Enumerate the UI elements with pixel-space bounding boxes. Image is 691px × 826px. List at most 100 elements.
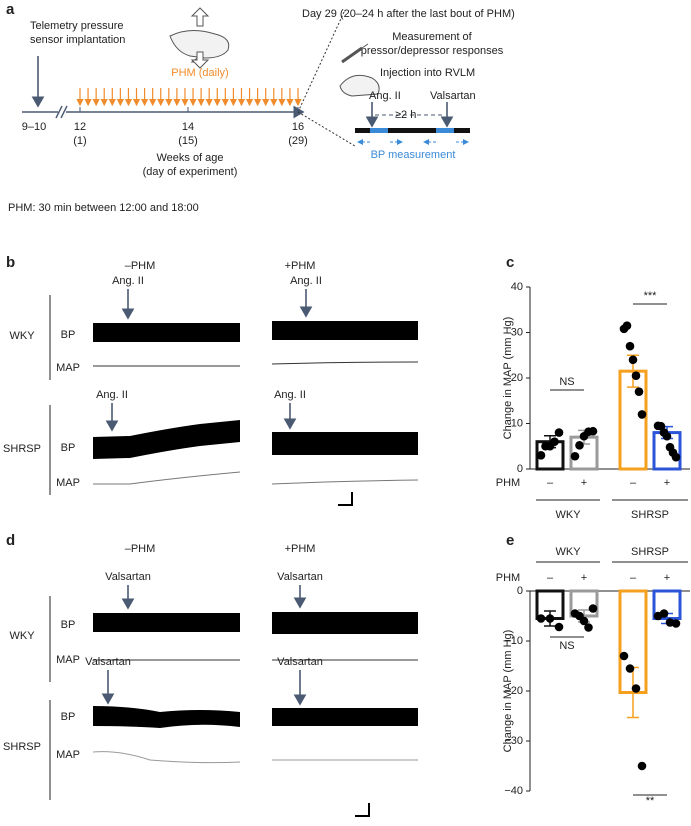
- condition-label: –PHM: [125, 543, 156, 555]
- map-trace: [93, 361, 419, 367]
- trace-label: BP: [61, 711, 76, 723]
- bp-trace: [93, 321, 418, 342]
- drug-label: Valsartan: [105, 571, 151, 583]
- shape: [190, 51, 210, 69]
- trace-label: MAP: [56, 477, 80, 489]
- sig-label: NS: [559, 640, 574, 652]
- group-label: WKY: [555, 509, 581, 521]
- sig-label: ***: [644, 290, 658, 302]
- day29-text: Day 29 (20–24 h after the last bout of P…: [302, 8, 515, 20]
- drug-label: Ang. II: [369, 90, 401, 102]
- bp-trace: [93, 420, 418, 459]
- phm-arrows: [76, 88, 302, 107]
- week-label: 16: [292, 121, 304, 133]
- panel-label: e: [506, 532, 514, 549]
- bp-trace: [93, 612, 418, 634]
- data-point: [550, 437, 559, 447]
- sig-label: **: [646, 795, 655, 807]
- data-point: [622, 321, 632, 330]
- condition-label: +PHM: [285, 260, 316, 272]
- y-tick-label: 20: [511, 372, 523, 384]
- shape: [341, 46, 363, 64]
- data-point: [575, 441, 584, 450]
- interval-text: ≥2 h: [395, 109, 416, 121]
- y-axis-label: Change in MAP (mm Hg): [502, 630, 514, 753]
- bp-segment: [370, 128, 388, 133]
- y-tick-label: 40: [511, 281, 523, 293]
- y-tick-label: −20: [504, 685, 523, 697]
- week-label: 9–10: [22, 121, 46, 133]
- injection-text: Injection into RVLM: [380, 67, 475, 79]
- panel-label: b: [6, 254, 15, 271]
- zoom-lines: [297, 9, 356, 147]
- strain-label: WKY: [9, 630, 35, 642]
- bp-segment: [436, 128, 454, 133]
- shape: [190, 7, 210, 27]
- week-label: 14: [182, 121, 194, 133]
- condition-label: +PHM: [285, 543, 316, 555]
- y-tick-label: −10: [504, 635, 523, 647]
- data-point: [536, 614, 546, 623]
- data-point: [625, 341, 635, 351]
- strain-label: SHRSP: [3, 741, 41, 753]
- x-axis-label: Weeks of age: [156, 152, 223, 164]
- data-point: [588, 604, 598, 613]
- bp-trace: [93, 706, 418, 728]
- drug-label: Valsartan: [85, 656, 131, 668]
- category-label: –: [547, 477, 554, 489]
- map-trace: [92, 751, 418, 764]
- data-point: [579, 616, 589, 626]
- shape: [169, 30, 230, 59]
- data-point: [634, 387, 644, 396]
- y-axis-label: Change in MAP (mm Hg): [502, 317, 514, 440]
- data-point: [671, 619, 681, 628]
- x-axis-label: (day of experiment): [143, 166, 238, 178]
- drug-label: Valsartan: [277, 571, 323, 583]
- row-label: PHM: [496, 477, 520, 489]
- data-point: [554, 428, 564, 437]
- group-label: WKY: [555, 546, 581, 558]
- drug-label: Valsartan: [430, 90, 476, 102]
- panel-label: c: [506, 254, 514, 271]
- data-point: [619, 651, 629, 661]
- condition-label: –PHM: [125, 260, 156, 272]
- shape: [339, 74, 380, 97]
- phm-daily: PHM (daily): [171, 67, 228, 79]
- panel-label: a: [6, 1, 15, 18]
- scale-bar: [338, 492, 353, 506]
- category-label: +: [664, 477, 670, 489]
- y-tick-label: 0: [517, 585, 523, 597]
- category-label: –: [630, 477, 637, 489]
- category-label: +: [664, 572, 670, 584]
- axis-break: [55, 105, 68, 119]
- drug-label: Ang. II: [274, 389, 306, 401]
- data-point: [628, 355, 638, 365]
- strain-label: SHRSP: [3, 443, 41, 455]
- data-point: [584, 623, 593, 632]
- rat-icon: [169, 7, 230, 69]
- data-point: [659, 609, 669, 618]
- data-point: [545, 614, 555, 623]
- y-tick-label: −40: [504, 785, 523, 797]
- trace-label: MAP: [56, 362, 80, 374]
- trace-label: MAP: [56, 654, 80, 666]
- data-point: [631, 371, 641, 381]
- strain-label: WKY: [9, 330, 35, 342]
- trace-label: MAP: [56, 749, 80, 761]
- timeline-bar: [355, 128, 470, 133]
- trace-label: BP: [61, 329, 76, 341]
- data-point: [536, 451, 546, 460]
- week-label: 12: [74, 121, 86, 133]
- day-label: (15): [178, 135, 198, 147]
- data-point: [625, 664, 635, 673]
- map-trace: [93, 471, 419, 485]
- data-point: [662, 431, 672, 441]
- data-point: [588, 426, 598, 436]
- group-label: SHRSP: [631, 546, 669, 558]
- drug-label: Ang. II: [96, 389, 128, 401]
- category-label: –: [630, 572, 637, 584]
- y-tick-label: 10: [511, 417, 523, 429]
- sig-label: NS: [559, 376, 574, 388]
- day-label: (29): [288, 135, 308, 147]
